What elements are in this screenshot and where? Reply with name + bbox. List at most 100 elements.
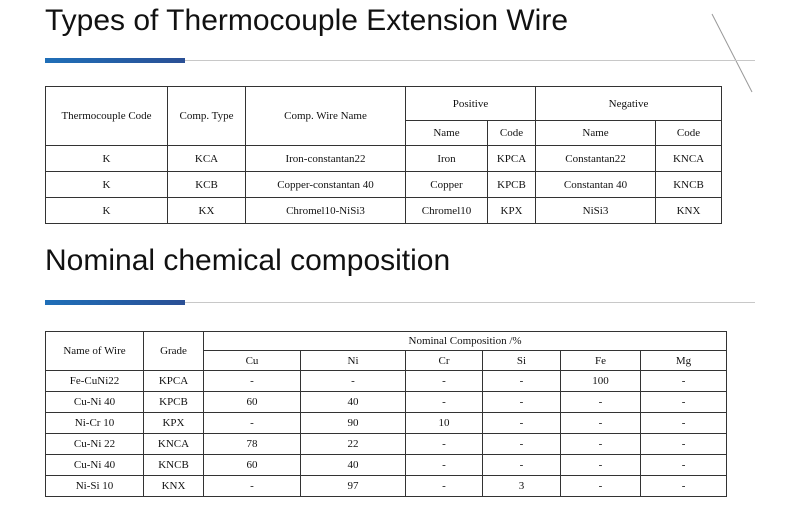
table-cell: - (639, 454, 728, 476)
table-cell: - (405, 433, 483, 455)
table-cell: K (45, 145, 168, 172)
table-cell: - (300, 370, 406, 392)
table-cell: KNX (655, 197, 723, 224)
table-cell: Cu-Ni 22 (45, 433, 144, 455)
table-cell: Chromel10-NiSi3 (245, 197, 406, 224)
table-row: Cu-Ni 40 KPCB 60 40- - - - (45, 391, 728, 413)
table-cell: 60 (203, 391, 301, 413)
table-cell: - (203, 412, 301, 434)
table-cell: - (203, 370, 301, 392)
subheader-cell: Name (535, 120, 657, 146)
rule (185, 302, 755, 303)
table-cell: K (45, 197, 168, 224)
table-cell: 97 (300, 475, 406, 497)
subheader-cell: Ni (300, 350, 406, 371)
table-cell: KPCB (143, 391, 204, 413)
rule (185, 60, 755, 61)
table-cell: K (45, 171, 168, 198)
table-cell: Chromel10 (405, 197, 488, 224)
table-cell: Constantan 40 (535, 171, 657, 198)
table-cell: KPCB (486, 171, 537, 198)
table-row: Cu-Ni 40 KNCB 60 40- - - - (45, 454, 728, 476)
subheader-cell: Cu (203, 350, 301, 371)
table-cell: - (639, 412, 728, 434)
table-cell: - (405, 391, 483, 413)
table-cell: KNCB (143, 454, 204, 476)
table-row: Ni-Si 10 KNX -97-3- - (45, 475, 728, 497)
table-cell: 10 (405, 412, 483, 434)
table-cell: - (203, 475, 301, 497)
table-cell: 22 (300, 433, 406, 455)
header-cell: Nominal Composition /% (202, 331, 728, 351)
table: Thermocouple Code Comp. Type Comp. Wire Na… (45, 86, 723, 224)
table-cell: - (482, 391, 561, 413)
table-cell: Copper (405, 171, 488, 198)
table-cell: - (560, 475, 641, 497)
table-cell: NiSi3 (535, 197, 657, 224)
table-cell: - (482, 370, 561, 392)
table-cell: Constantan22 (535, 145, 657, 172)
table-cell: KNCA (143, 433, 204, 455)
header-cell: Grade (143, 331, 204, 371)
header-row: Thermocouple Code Comp. Type Comp. Wire Na… (45, 86, 723, 146)
table-cell: KNCA (655, 145, 723, 172)
table-cell: KPX (486, 197, 537, 224)
table-cell: Fe-CuNi22 (45, 370, 144, 392)
table-cell: 40 (300, 454, 406, 476)
table-cell: KNCB (655, 171, 723, 198)
table-cell: 78 (203, 433, 301, 455)
table-cell: - (560, 391, 641, 413)
table-row: K KCB Copper-constantan 40 Copper KPCB Consta… (45, 171, 723, 198)
table-cell: - (639, 475, 728, 497)
header-cell: Negative (535, 86, 723, 121)
table-cell: KPCA (143, 370, 204, 392)
table-cell: KNX (143, 475, 204, 497)
accent-bar (45, 58, 185, 63)
table-cell: 100 (560, 370, 641, 392)
table-cell: - (639, 433, 728, 455)
header-cell: Positive (404, 86, 537, 121)
table-cell: Ni-Cr 10 (45, 412, 144, 434)
table-cell: Copper-constantan 40 (245, 171, 406, 198)
table-cell: KX (167, 197, 246, 224)
table-row: Cu-Ni 22 KNCA 78 22- - - - (45, 433, 728, 455)
table-cell: KCB (167, 171, 246, 198)
header-row: Name of Wire Grade Nominal Composition /% (45, 331, 728, 371)
table-cell: 40 (300, 391, 406, 413)
table-row: Fe-CuNi22 KPCA - - - -100- (45, 370, 728, 392)
table-row: K KX Chromel10-NiSi3 Chromel10 KPX NiSi3 KNX (45, 197, 723, 224)
table-cell: 60 (203, 454, 301, 476)
accent-bar (45, 300, 185, 305)
subheader-cell: Si (482, 350, 561, 371)
table-cell: - (560, 412, 641, 434)
table-cell: 90 (300, 412, 406, 434)
header-cell: Name of Wire (45, 331, 144, 371)
table-cell: - (560, 433, 641, 455)
table-cell: - (560, 454, 641, 476)
table-cell: Cu-Ni 40 (45, 391, 144, 413)
subheader-cell: Code (655, 120, 723, 146)
table-cell: Ni-Si 10 (45, 475, 144, 497)
section-title: Nominal chemical composition (45, 244, 451, 277)
table-cell: KPX (143, 412, 204, 434)
header-cell: Comp. Wire Name (245, 86, 406, 146)
decor-line (711, 13, 753, 93)
table-cell: Cu-Ni 40 (45, 454, 144, 476)
table-cell: Iron-constantan22 (245, 145, 406, 172)
header-cell: Thermocouple Code (45, 86, 168, 146)
subheader-cell: Cr (405, 350, 483, 371)
table-row: Ni-Cr 10 KPX -90 10- - - (45, 412, 728, 434)
table-cell: - (405, 454, 483, 476)
table-cell: - (639, 370, 728, 392)
subheader-cell: Fe (560, 350, 641, 371)
header-cell: Comp. Type (167, 86, 246, 146)
subheader-cell: Name (405, 120, 488, 146)
table-cell: - (482, 433, 561, 455)
table-cell: Iron (405, 145, 488, 172)
subheader-cell: Mg (639, 350, 728, 371)
table-cell: - (482, 454, 561, 476)
subheader-cell: Code (486, 120, 537, 146)
table-cell: - (405, 475, 483, 497)
